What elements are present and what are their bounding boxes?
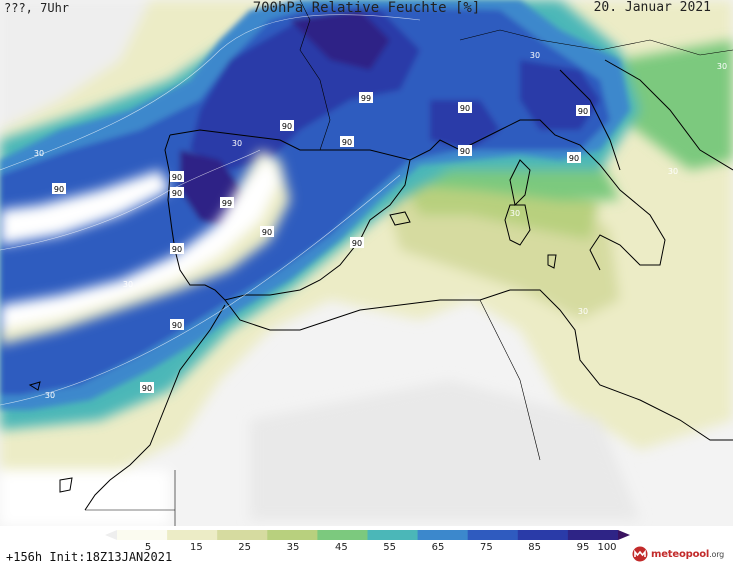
svg-text:30: 30 [45,391,55,400]
colorbar-segment [217,530,268,540]
contour-label-30: 30 [717,62,727,71]
contour-label-30: 30 [668,167,678,176]
contour-labels: 90 90 99 90 90 90 90 90 90 90 99 90 90 9… [34,51,727,400]
valid-date: 20. Januar 2021 [593,0,711,15]
colorbar-tick-label: 100 [597,542,617,553]
svg-text:90: 90 [578,107,588,116]
svg-text:30: 30 [232,139,242,148]
svg-text:90: 90 [172,189,182,198]
valid-time-label: ???, 7Uhr [4,1,70,15]
svg-text:30: 30 [717,62,727,71]
contour-label-90: 90 [170,187,184,198]
svg-text:90: 90 [54,185,64,194]
svg-text:90: 90 [352,239,362,248]
contour-label-90: 90 [567,152,581,163]
contour-label-90: 90 [260,226,274,237]
svg-text:30: 30 [530,51,540,60]
colorbar-tick-label: 5 [144,542,152,553]
contour-label-99: 99 [220,197,234,208]
logo-suffix: .org [709,549,725,559]
contour-label-30: 30 [510,209,520,218]
svg-text:90: 90 [460,147,470,156]
colorbar-segment [467,530,519,540]
colorbar-tick-label: 75 [479,542,493,553]
svg-text:90: 90 [172,321,182,330]
colorbar-tick-label: 55 [383,542,397,553]
colorbar-segment [417,530,469,540]
svg-text:30: 30 [668,167,678,176]
colorbar-tick-label: 65 [431,542,445,553]
contour-label-30: 30 [34,149,44,158]
contour-label-90: 90 [170,319,184,330]
svg-text:90: 90 [460,104,470,113]
colorbar-tick-label: 15 [189,542,203,553]
contour-label-90: 90 [576,105,590,116]
dry-tongue [0,150,290,345]
contour-label-90: 90 [170,171,184,182]
contour-label-90: 90 [52,183,66,194]
colorbar [105,530,630,540]
contour-label-90: 90 [280,120,294,131]
contour-label-90: 90 [350,237,364,248]
svg-text:90: 90 [142,384,152,393]
contour-lines [0,14,421,406]
svg-text:90: 90 [569,154,579,163]
svg-text:30: 30 [34,149,44,158]
contour-label-90: 90 [170,243,184,254]
contour-label-90: 90 [340,136,354,147]
svg-text:90: 90 [342,138,352,147]
meteopool-logo[interactable]: meteopool.org [632,546,724,562]
coastlines [28,0,733,526]
colorbar-segment [167,530,218,540]
contour-label-30: 30 [530,51,540,60]
colorbar-tick-label: 35 [286,542,300,553]
contour-label-30: 30 [578,307,588,316]
contour-label-90: 90 [140,382,154,393]
svg-text:90: 90 [172,173,182,182]
contour-label-30: 30 [232,139,242,148]
map-title: 700hPa Relative Feuchte [%] [252,0,481,16]
svg-text:90: 90 [282,122,292,131]
svg-text:99: 99 [222,199,232,208]
contour-label-90: 90 [458,145,472,156]
colorbar-segment [367,530,419,540]
colorbar-tick-label: 85 [528,542,542,553]
svg-text:30: 30 [578,307,588,316]
colorbar-arrow-left [105,530,117,540]
run-info: +156h Init:18Z13JAN2021 [6,550,173,564]
contour-label-90: 90 [458,102,472,113]
colorbar-tick-label: 95 [576,542,590,553]
colorbar-arrow-right [618,530,630,540]
logo-text: meteopool.org [651,549,724,560]
contour-label-99: 99 [359,92,373,103]
meteopool-logo-icon [632,546,648,562]
colorbar-segment [517,530,569,540]
colorbar-segment [117,530,168,540]
svg-text:90: 90 [172,245,182,254]
logo-name: meteopool [651,548,710,560]
svg-text:30: 30 [123,280,133,289]
svg-text:99: 99 [361,94,371,103]
humidity-field-high [0,0,630,410]
colorbar-tick-label: 45 [334,542,348,553]
contour-label-30: 30 [45,391,55,400]
svg-text:90: 90 [262,228,272,237]
svg-text:30: 30 [510,209,520,218]
colorbar-segment [317,530,368,540]
colorbar-segment [567,530,619,540]
colorbar-tick-label: 25 [238,542,252,553]
contour-label-30: 30 [123,280,133,289]
colorbar-segment [267,530,318,540]
